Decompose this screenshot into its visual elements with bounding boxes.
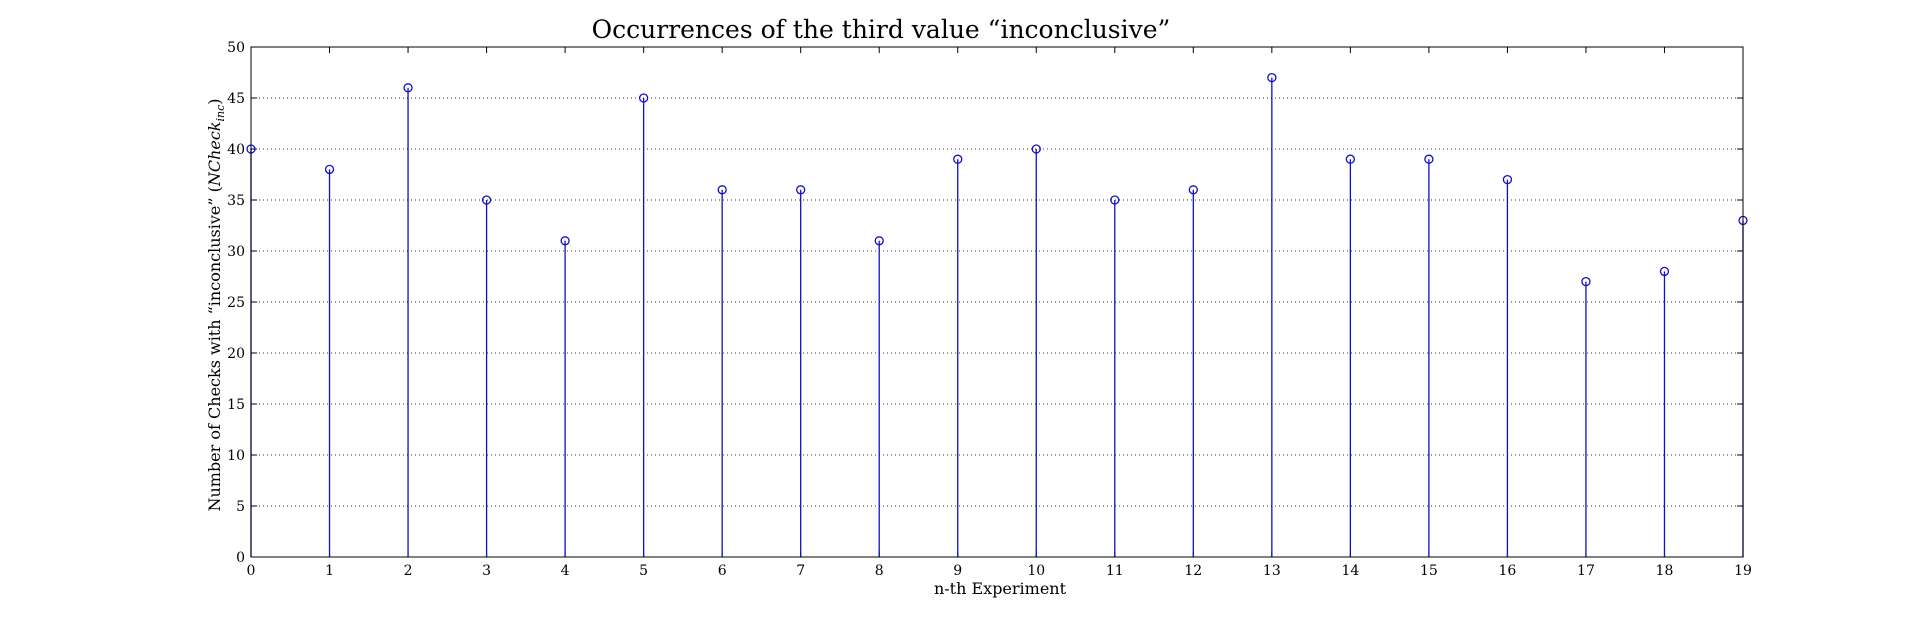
data-point — [481, 195, 492, 205]
x-tick-label: 17 — [1577, 563, 1595, 579]
x-tick-label: 15 — [1420, 563, 1438, 579]
y-axis-ticks: 0 5 10 15 20 25 30 35 40 45 50 — [227, 40, 1743, 566]
data-point — [1267, 72, 1277, 83]
data-point — [1110, 195, 1120, 205]
plot-frame — [250, 46, 1744, 558]
data-point — [1581, 276, 1591, 287]
y-tick-label: 25 — [227, 295, 245, 311]
data-point — [560, 236, 570, 246]
y-axis-label-prefix: Number of Checks with “inconclusive” ( — [205, 186, 224, 511]
data-point — [874, 236, 884, 246]
y-axis-label-suffix: ) — [205, 98, 224, 104]
data-point — [638, 93, 649, 103]
data-point — [1345, 154, 1356, 164]
y-tick-label: 35 — [227, 193, 245, 209]
data-point — [796, 185, 806, 195]
data-point — [324, 164, 335, 175]
data-series — [246, 72, 1748, 557]
y-tick-label: 30 — [227, 244, 245, 260]
x-tick-label: 14 — [1341, 563, 1359, 579]
grid-lines — [251, 97, 1743, 507]
y-tick-label: 40 — [227, 142, 245, 158]
x-tick-label: 2 — [404, 563, 413, 579]
y-axis-label-math: NCheck — [205, 121, 224, 187]
x-tick-label: 11 — [1106, 563, 1124, 579]
data-point — [1659, 266, 1670, 277]
y-axis-label-subscript: inc — [214, 105, 227, 122]
x-tick-label: 3 — [482, 563, 491, 579]
chart-title: Occurrences of the third value “inconclu… — [592, 15, 1171, 44]
x-tick-label: 18 — [1656, 563, 1674, 579]
x-tick-label: 1 — [325, 563, 334, 579]
x-tick-label: 8 — [875, 563, 884, 579]
y-tick-label: 50 — [227, 40, 245, 56]
y-tick-label: 5 — [236, 499, 245, 515]
x-tick-label: 16 — [1499, 563, 1517, 579]
x-tick-label: 10 — [1027, 563, 1045, 579]
y-tick-label: 10 — [227, 448, 245, 464]
data-point — [717, 185, 727, 195]
y-tick-label: 0 — [236, 550, 245, 566]
x-tick-label: 6 — [718, 563, 727, 579]
x-tick-label: 4 — [561, 563, 570, 579]
data-point — [1502, 174, 1513, 185]
y-axis-label: Number of Checks with “inconclusive” (NC… — [205, 98, 227, 511]
x-axis-label: n-th Experiment — [934, 579, 1067, 598]
data-point — [953, 154, 963, 164]
x-tick-label: 12 — [1184, 563, 1202, 579]
x-axis-ticks: 0 1 2 3 4 5 6 7 8 9 10 11 12 13 14 15 16 17 18 19 — [247, 47, 1752, 579]
y-tick-label: 45 — [227, 91, 245, 107]
data-point — [1188, 185, 1198, 195]
x-tick-label: 5 — [639, 563, 648, 579]
x-tick-label: 7 — [796, 563, 805, 579]
data-point — [403, 83, 413, 93]
y-tick-label: 15 — [227, 397, 245, 413]
x-tick-label: 19 — [1734, 563, 1752, 579]
data-point — [1424, 154, 1434, 164]
x-tick-label: 13 — [1263, 563, 1281, 579]
x-tick-label: 9 — [953, 563, 962, 579]
x-tick-label: 0 — [247, 563, 256, 579]
y-tick-label: 20 — [227, 346, 245, 362]
data-point — [1031, 144, 1041, 154]
